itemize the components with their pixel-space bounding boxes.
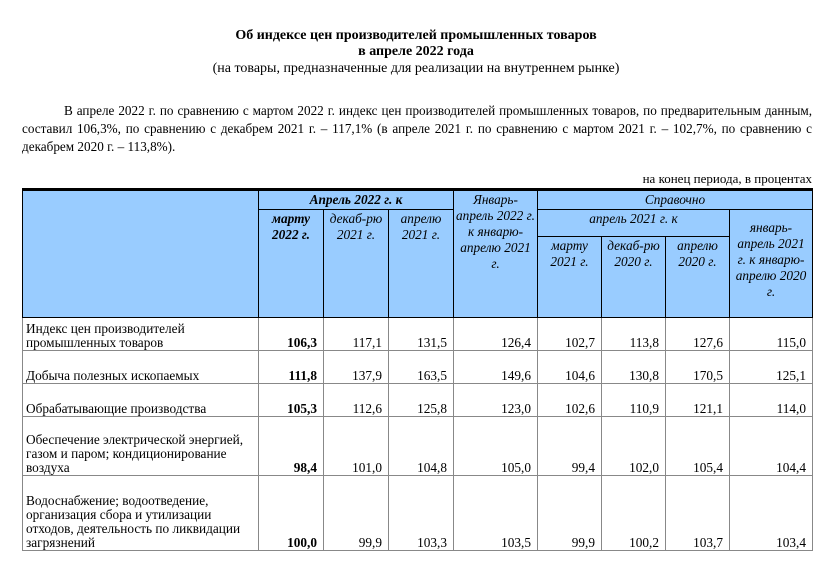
price-index-table: Апрель 2022 г. к Январь-апрель 2022 г. к… — [22, 188, 813, 551]
summary-paragraph: В апреле 2022 г. по сравнению с мартом 2… — [22, 103, 812, 154]
value-cell: 104,6 — [537, 350, 602, 384]
value-cell: 110,9 — [601, 383, 666, 417]
value-cell: 149,6 — [453, 350, 538, 384]
value-cell: 101,0 — [323, 416, 389, 476]
value-cell: 111,8 — [258, 350, 324, 384]
unit-note: на конец периода, в процентах — [642, 171, 812, 186]
value-cell: 112,6 — [323, 383, 389, 417]
header-march-2022: марту 2022 г. — [258, 209, 324, 318]
value-cell: 102,7 — [537, 317, 602, 351]
value-cell: 105,4 — [665, 416, 730, 476]
value-cell: 103,5 — [453, 475, 538, 551]
header-december-2020: декаб-рю 2020 г. — [601, 236, 666, 318]
header-group-april-2022: Апрель 2022 г. к — [258, 189, 454, 210]
row-label: Обеспечение электрической энергией, газо… — [22, 416, 259, 476]
value-cell: 104,4 — [729, 416, 813, 476]
value-cell: 102,0 — [601, 416, 666, 476]
row-label: Водоснабжение; водоотведение, организаци… — [22, 475, 259, 551]
value-cell: 99,9 — [537, 475, 602, 551]
value-cell: 99,4 — [537, 416, 602, 476]
value-cell: 105,0 — [453, 416, 538, 476]
value-cell: 125,1 — [729, 350, 813, 384]
value-cell: 98,4 — [258, 416, 324, 476]
value-cell: 126,4 — [453, 317, 538, 351]
table-row: Индекс цен производителей промышленных т… — [22, 317, 813, 351]
value-cell: 113,8 — [601, 317, 666, 351]
table-row: Добыча полезных ископаемых 111,8 137,9 163,… — [22, 350, 813, 384]
value-cell: 105,3 — [258, 383, 324, 417]
header-empty — [22, 189, 259, 318]
header-december-2021: декаб-рю 2021 г. — [323, 209, 389, 318]
value-cell: 102,6 — [537, 383, 602, 417]
row-label: Индекс цен производителей промышленных т… — [22, 317, 259, 351]
value-cell: 131,5 — [388, 317, 454, 351]
header-april-2020: апрелю 2020 г. — [665, 236, 730, 318]
value-cell: 170,5 — [665, 350, 730, 384]
header-jan-apr-2022: Январь-апрель 2022 г. к январю-апрелю 20… — [453, 189, 538, 318]
table-row: Обеспечение электрической энергией, газо… — [22, 416, 813, 476]
row-label: Добыча полезных ископаемых — [22, 350, 259, 384]
table-row: Водоснабжение; водоотведение, организаци… — [22, 475, 813, 551]
report-title: Об индексе цен производителей промышленн… — [235, 28, 597, 43]
value-cell: 100,2 — [601, 475, 666, 551]
value-cell: 103,3 — [388, 475, 454, 551]
table-row: Обрабатывающие производства 105,3 112,6 125… — [22, 383, 813, 417]
value-cell: 100,0 — [258, 475, 324, 551]
value-cell: 137,9 — [323, 350, 389, 384]
value-cell: 121,1 — [665, 383, 730, 417]
value-cell: 130,8 — [601, 350, 666, 384]
report-subtitle: в апреле 2022 года — [358, 44, 474, 59]
header-march-2021: марту 2021 г. — [537, 236, 602, 318]
value-cell: 104,8 — [388, 416, 454, 476]
value-cell: 103,7 — [665, 475, 730, 551]
header-jan-apr-2021: январь-апрель 2021 г. к январю-апрелю 20… — [729, 209, 813, 318]
report-note: (на товары, предназначенные для реализац… — [212, 61, 620, 76]
header-group-reference: Справочно — [537, 189, 813, 210]
value-cell: 125,8 — [388, 383, 454, 417]
value-cell: 106,3 — [258, 317, 324, 351]
value-cell: 103,4 — [729, 475, 813, 551]
header-subgroup-april-2021: апрель 2021 г. к — [537, 209, 730, 237]
value-cell: 114,0 — [729, 383, 813, 417]
value-cell: 127,6 — [665, 317, 730, 351]
value-cell: 117,1 — [323, 317, 389, 351]
value-cell: 163,5 — [388, 350, 454, 384]
value-cell: 123,0 — [453, 383, 538, 417]
value-cell: 115,0 — [729, 317, 813, 351]
header-april-2021: апрелю 2021 г. — [388, 209, 454, 318]
value-cell: 99,9 — [323, 475, 389, 551]
row-label: Обрабатывающие производства — [22, 383, 259, 417]
